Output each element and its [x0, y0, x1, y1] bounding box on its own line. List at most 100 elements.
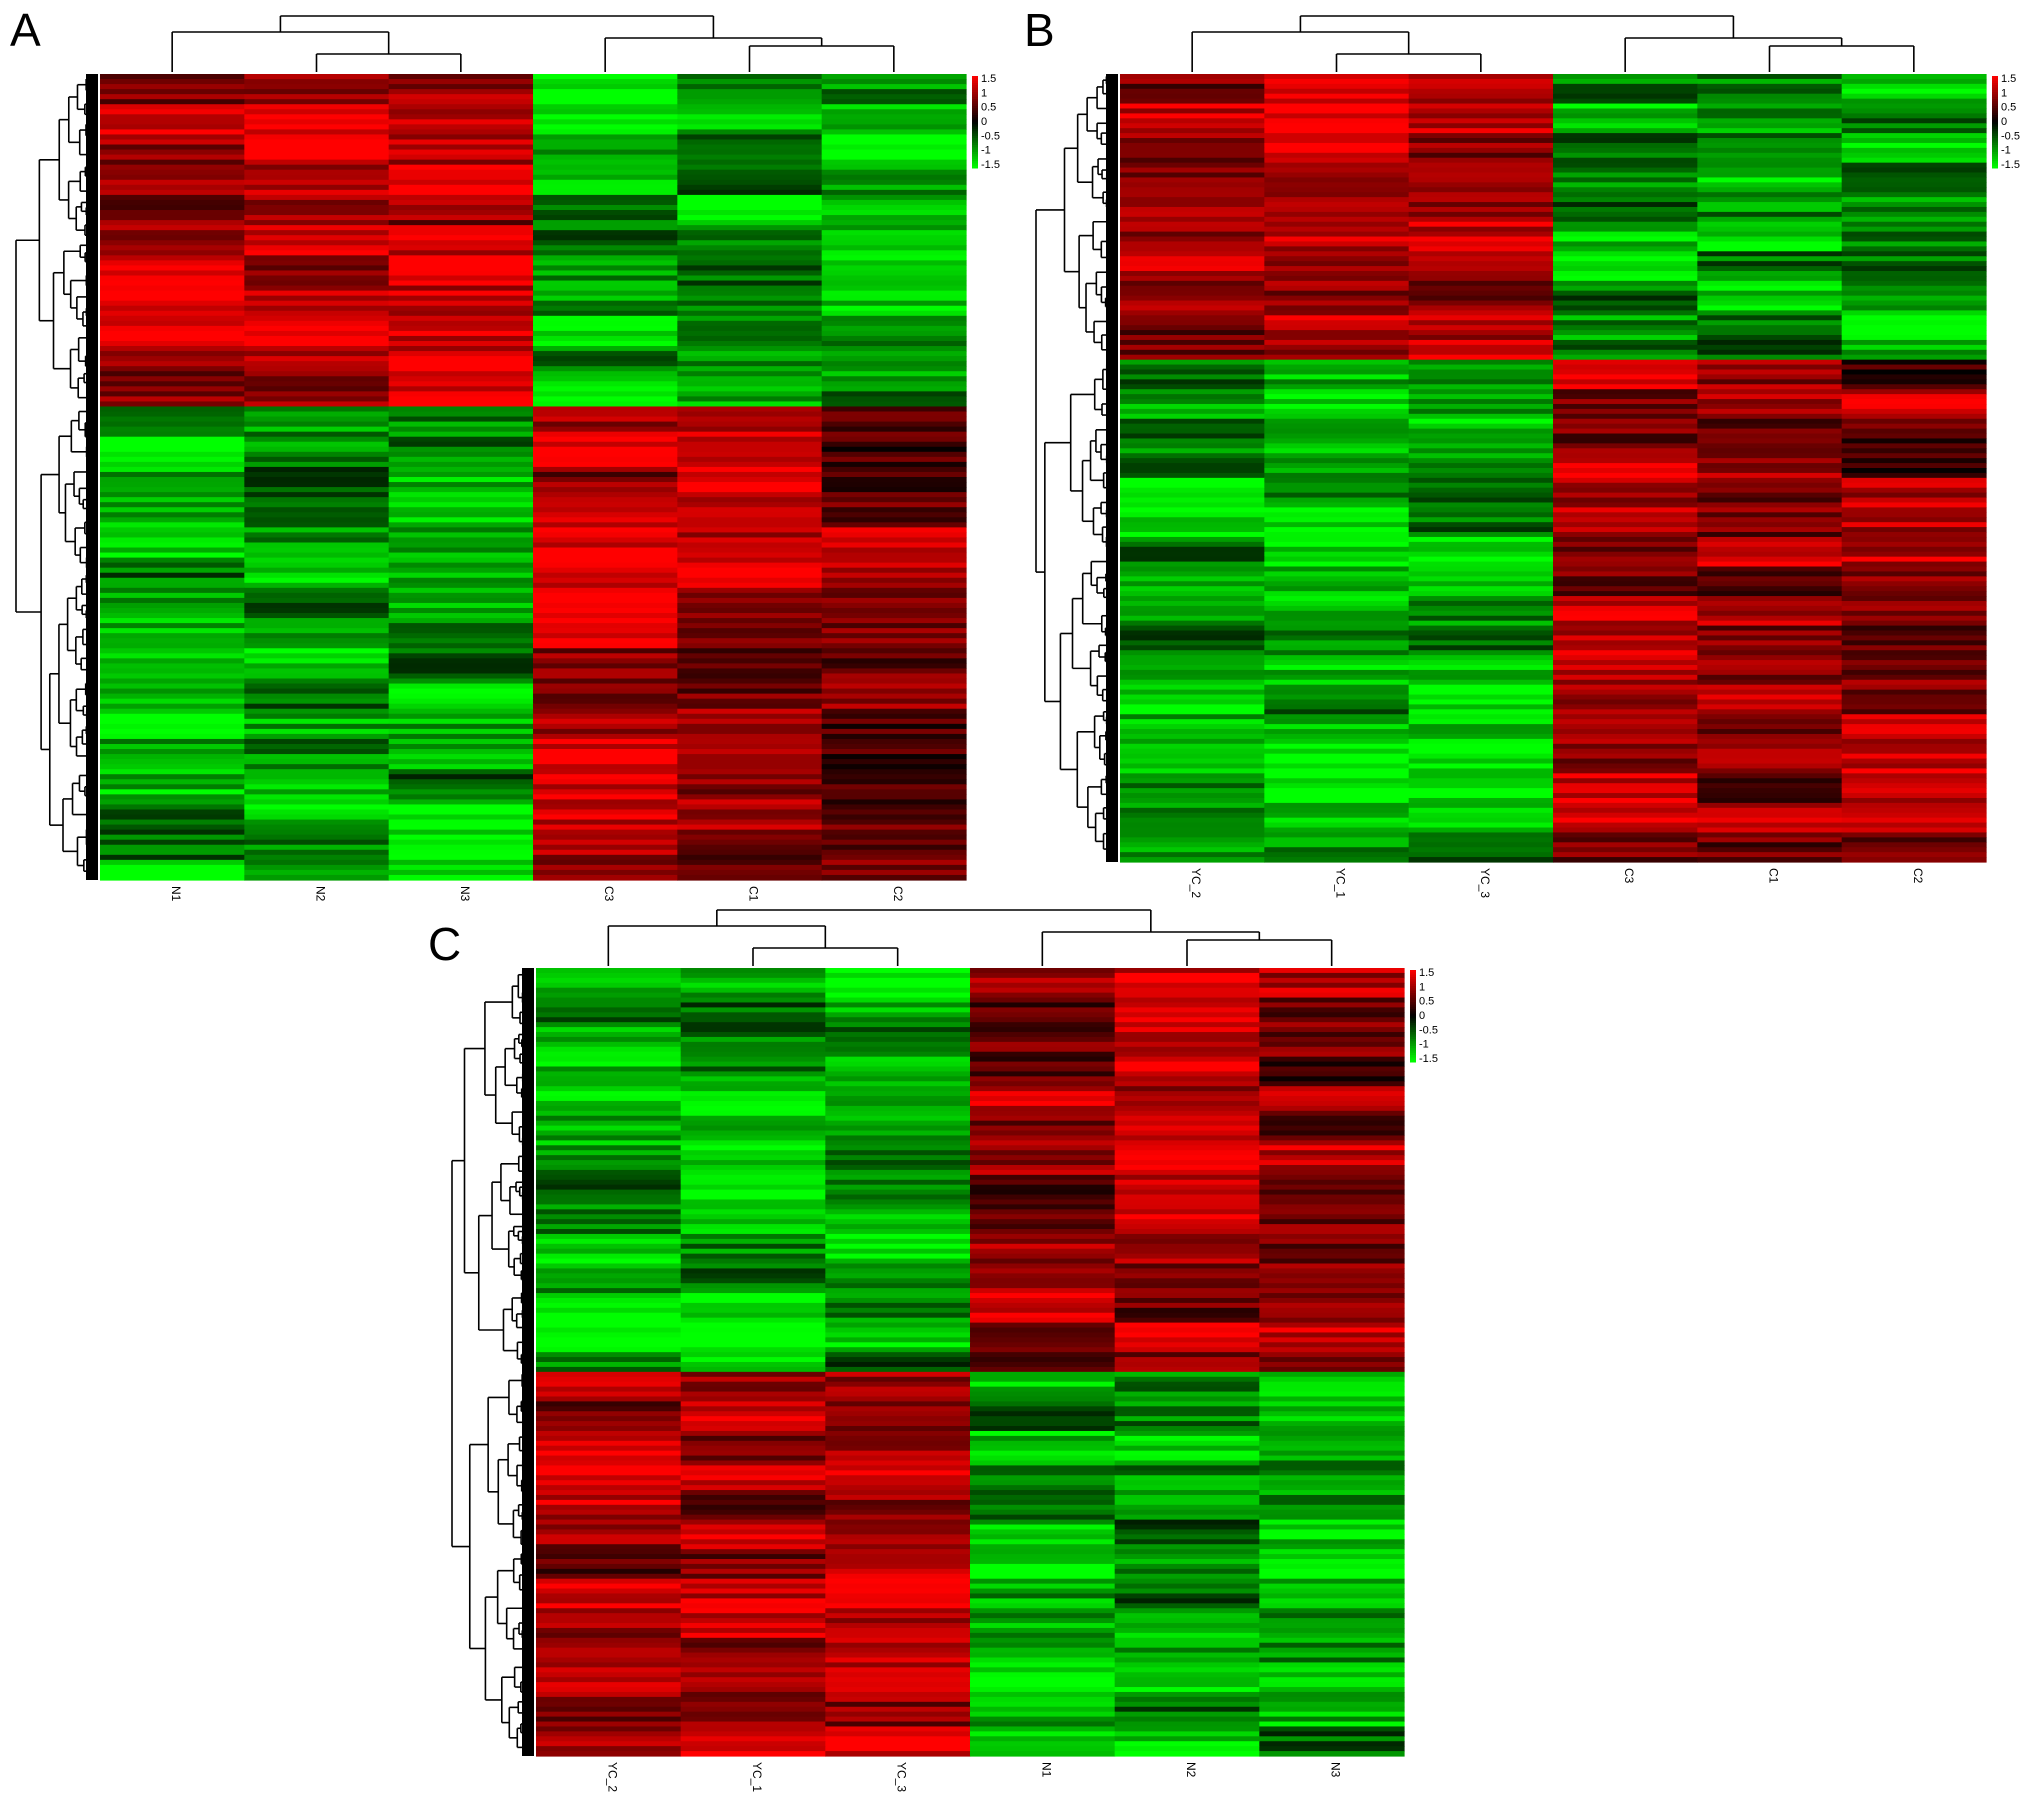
heatmap-cell	[388, 174, 534, 181]
heatmap-cell	[677, 310, 823, 317]
heatmap-cell	[825, 1573, 971, 1580]
heatmap-cell	[1264, 482, 1410, 489]
heatmap-cell	[1264, 635, 1410, 641]
heatmap-cell	[1697, 546, 1843, 553]
heatmap-cell	[1553, 665, 1698, 671]
color-scale-legend: 1.5 1 0.5 0 -0.5 -1 -1.5	[1992, 73, 2020, 171]
heatmap-cell	[244, 784, 390, 790]
heatmap-cell	[1697, 758, 1843, 765]
heatmap-cell	[1553, 330, 1698, 336]
heatmap-cell	[1259, 1036, 1405, 1043]
heatmap-cell	[388, 668, 534, 675]
heatmap-cell	[1841, 403, 1987, 410]
heatmap-cell	[825, 1598, 971, 1604]
color-scale-step	[972, 96, 978, 100]
heatmap-cell	[388, 572, 534, 579]
heatmap-cell	[1264, 261, 1410, 267]
heatmap-cell	[1114, 1623, 1260, 1629]
heatmap-cell	[1408, 655, 1554, 661]
heatmap-cell	[1114, 1396, 1260, 1402]
heatmap-cell	[970, 1229, 1116, 1235]
heatmap-cell	[533, 623, 678, 629]
heatmap-cell	[1553, 472, 1698, 479]
heatmap-cell	[100, 215, 245, 221]
heatmap-cell	[821, 623, 967, 629]
heatmap-cell	[244, 849, 390, 856]
heatmap-cell	[388, 613, 534, 619]
color-scale-step	[1410, 1055, 1416, 1058]
color-scale-step	[1410, 1011, 1416, 1015]
heatmap-cell	[677, 628, 823, 634]
heatmap-cell	[825, 1672, 971, 1678]
heatmap-cell	[1114, 1386, 1260, 1393]
heatmap-cell	[1841, 335, 1987, 341]
heatmap-cell	[680, 1347, 826, 1353]
heatmap-cell	[1697, 271, 1843, 277]
heatmap-cell	[821, 799, 967, 806]
heatmap-cell	[821, 325, 967, 332]
heatmap-cell	[1259, 1731, 1405, 1737]
heatmap-cells	[536, 968, 1405, 1757]
heatmap-cell	[388, 859, 534, 866]
heatmap-cell	[1264, 650, 1410, 656]
heatmap-cell	[1120, 315, 1265, 321]
heatmap-cell	[1553, 522, 1698, 528]
heatmap-cell	[1408, 138, 1554, 144]
heatmap-cell	[244, 260, 390, 267]
heatmap-cell	[821, 587, 967, 594]
heatmap-cell	[1408, 635, 1554, 641]
heatmap-cell	[1408, 852, 1554, 858]
heatmap-cell	[1408, 408, 1554, 415]
heatmap-cell	[100, 749, 245, 755]
heatmap-cell	[244, 436, 390, 443]
heatmap-cell	[1264, 413, 1410, 420]
heatmap-cell	[821, 290, 967, 297]
heatmap-cell	[1264, 536, 1410, 543]
heatmap-cell	[533, 638, 678, 644]
heatmap-cell	[1841, 413, 1987, 420]
heatmap-cell	[1408, 399, 1554, 405]
heatmap-cell	[536, 1421, 682, 1427]
heatmap-cell	[244, 134, 390, 141]
heatmap-cell	[388, 824, 534, 831]
heatmap-cell	[1259, 1426, 1405, 1432]
heatmap-cell	[1841, 507, 1987, 513]
heatmap-cell	[970, 1283, 1116, 1289]
heatmap-cell	[1120, 463, 1265, 469]
heatmap-cell	[821, 527, 967, 534]
heatmap-cell	[680, 1165, 826, 1171]
heatmap-cell	[536, 1199, 682, 1205]
heatmap-cell	[1114, 1657, 1260, 1664]
heatmap-cell	[677, 265, 823, 272]
heatmap-cell	[1553, 354, 1698, 361]
heatmap-cell	[1259, 1002, 1405, 1008]
heatmap-cell	[1841, 783, 1987, 789]
heatmap-cell	[536, 997, 682, 1004]
column-label: C3	[602, 886, 616, 902]
heatmap-cell	[244, 859, 390, 866]
color-scale-tick: -1	[1419, 1039, 1429, 1051]
heatmap-cell	[388, 527, 534, 534]
heatmap-cell	[1264, 349, 1410, 356]
heatmap-cell	[1264, 142, 1410, 149]
heatmap-cell	[1841, 305, 1987, 311]
heatmap-cell	[1264, 512, 1410, 518]
heatmap-cell	[825, 1559, 971, 1565]
heatmap-cell	[825, 987, 971, 994]
heatmap-cell	[825, 1219, 971, 1225]
heatmap-cell	[1264, 325, 1410, 331]
heatmap-cell	[536, 1682, 682, 1688]
heatmap-cell	[825, 1499, 971, 1506]
heatmap-cell	[677, 678, 823, 685]
color-scale-step	[1410, 1036, 1416, 1040]
heatmap-cell	[677, 406, 823, 413]
heatmap-cell	[821, 698, 967, 705]
heatmap-cell	[1553, 177, 1698, 183]
heatmap-cell	[1553, 842, 1698, 848]
heatmap-cell	[1259, 1475, 1405, 1481]
heatmap-cell	[533, 220, 678, 226]
heatmap-cell	[1697, 389, 1843, 395]
heatmap-cell	[677, 718, 823, 725]
heatmap-cell	[1841, 280, 1987, 287]
